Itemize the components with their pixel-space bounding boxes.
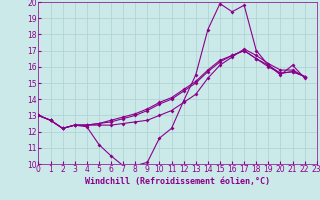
X-axis label: Windchill (Refroidissement éolien,°C): Windchill (Refroidissement éolien,°C) <box>85 177 270 186</box>
